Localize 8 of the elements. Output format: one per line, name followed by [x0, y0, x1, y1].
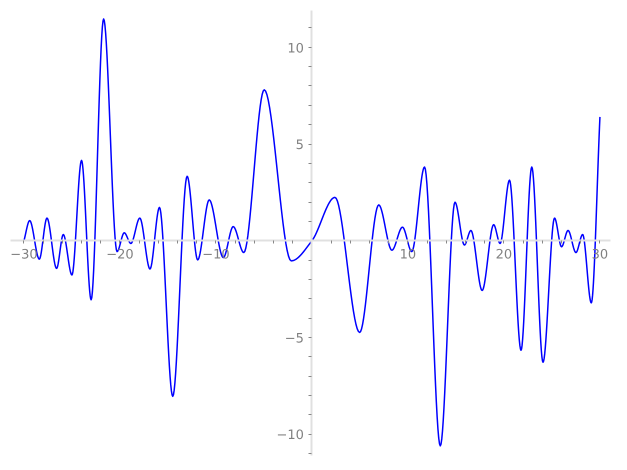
- x-tick-label: −20: [106, 248, 134, 263]
- x-tick-label: −30: [10, 248, 38, 263]
- x-tick-label: 20: [496, 248, 512, 263]
- y-tick-label: −10: [276, 428, 304, 444]
- y-tick-label: 5: [296, 138, 304, 153]
- x-tick-label: 10: [400, 248, 416, 263]
- y-tick-label: 10: [287, 41, 304, 56]
- y-tick-label: −5: [284, 331, 304, 346]
